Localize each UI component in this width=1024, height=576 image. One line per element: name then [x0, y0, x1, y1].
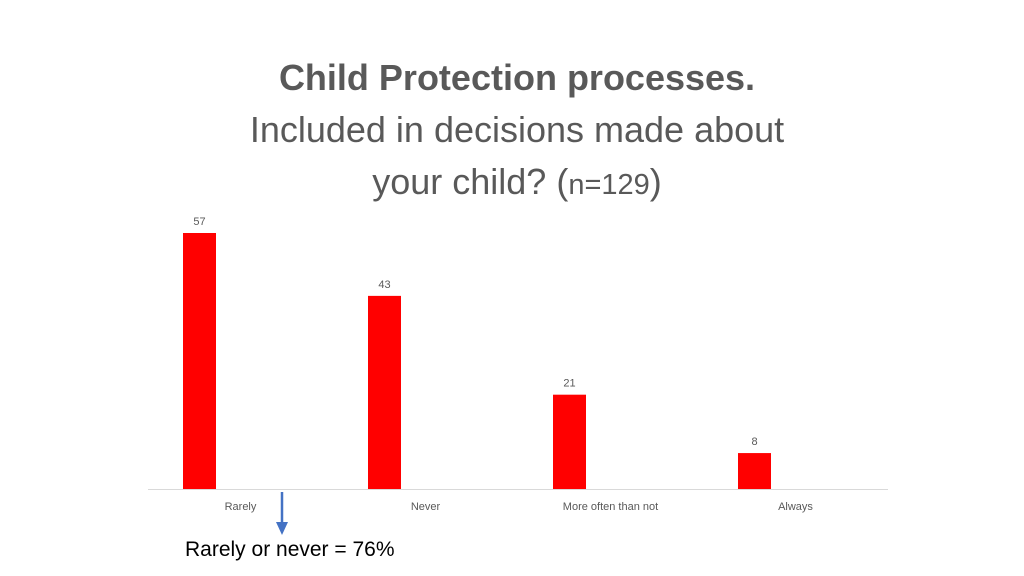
- bar-rarely: [183, 233, 216, 489]
- title-line-3-suffix: ): [649, 161, 662, 202]
- title-line-3-prefix: your child? (: [372, 161, 569, 202]
- title-line-3: your child? (n=129): [0, 156, 1024, 211]
- bar-group: [183, 233, 771, 489]
- value-label: 21: [563, 378, 575, 390]
- summary-annotation: Rarely or never = 76%: [185, 538, 395, 561]
- category-label-group: Rarely Never More often than not Always: [225, 501, 814, 513]
- category-label: More often than not: [563, 501, 658, 513]
- category-label: Always: [778, 501, 813, 513]
- value-label: 57: [193, 216, 205, 228]
- bar-never: [368, 295, 401, 489]
- value-label-group: 57 43 21 8: [193, 216, 757, 448]
- chart-title: Child Protection processes. Included in …: [0, 52, 1024, 211]
- title-line-1: Child Protection processes.: [278, 57, 756, 98]
- value-label: 8: [751, 436, 757, 448]
- title-sample-size: n=129: [568, 169, 650, 201]
- arrow-head: [276, 522, 288, 535]
- down-arrow-icon: [276, 492, 288, 535]
- category-label: Rarely: [225, 501, 257, 513]
- value-label: 43: [378, 279, 390, 291]
- bar-more-often-than-not: [553, 394, 586, 489]
- bar-always: [738, 453, 771, 489]
- category-label: Never: [411, 501, 441, 513]
- title-line-2: Included in decisions made about: [249, 109, 785, 150]
